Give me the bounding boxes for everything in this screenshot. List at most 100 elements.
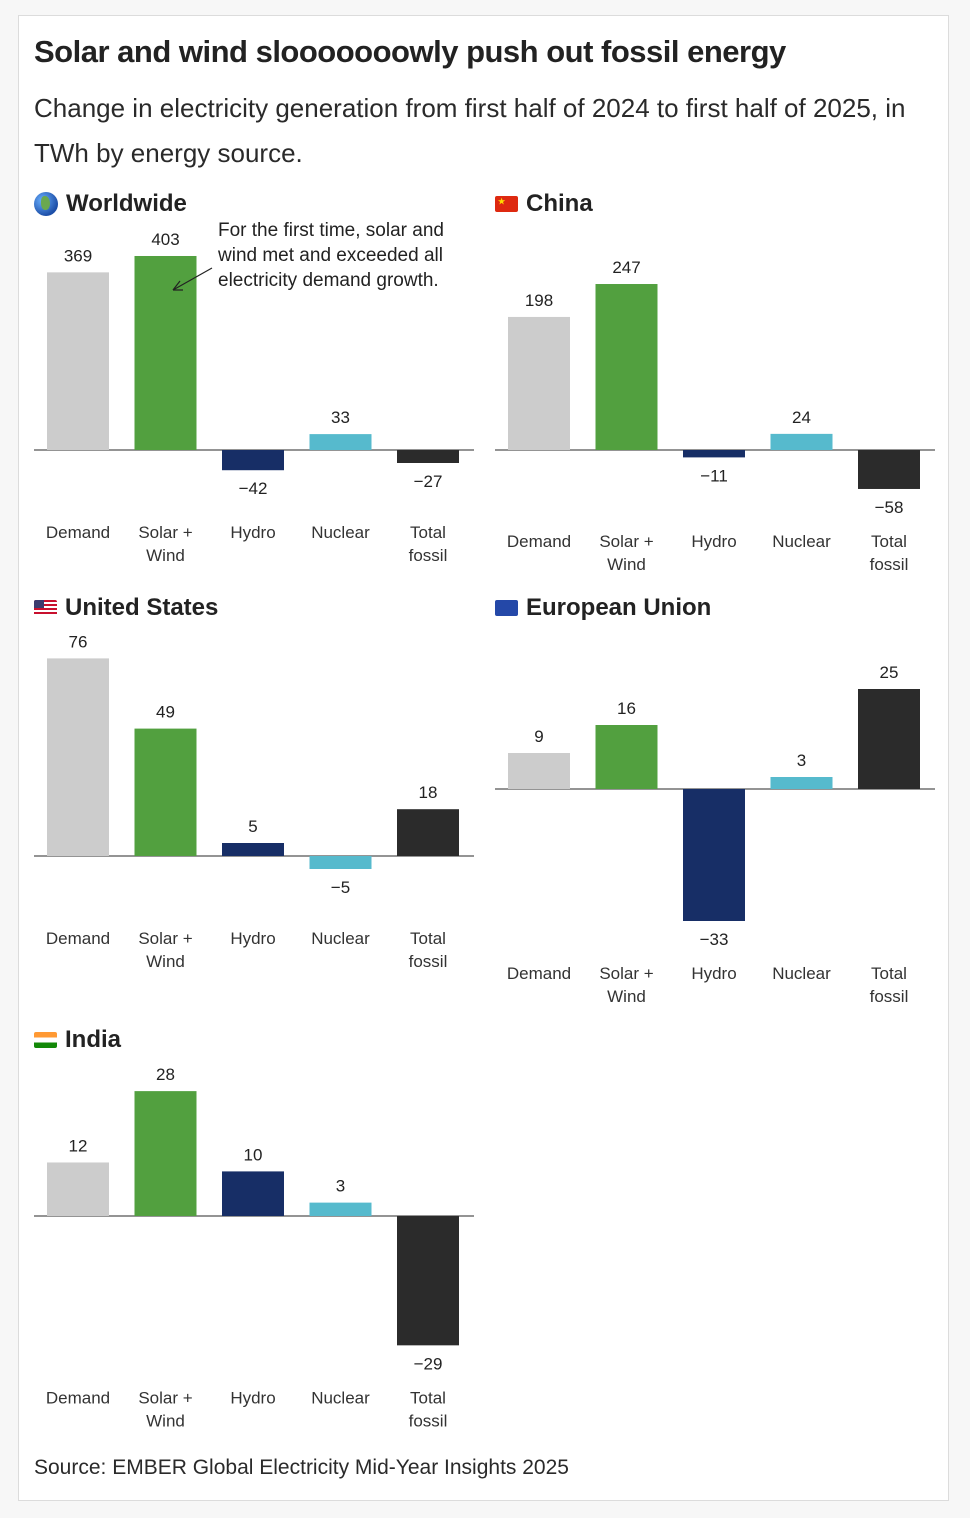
category-label-nuclear: Nuclear <box>772 532 831 551</box>
value-label-nuclear: 24 <box>792 408 811 427</box>
value-label-hydro: 5 <box>248 817 257 836</box>
category-label-total-fossil: Total fossil <box>870 964 909 1006</box>
bar-nuclear <box>309 856 372 869</box>
panel-china: ★ China 198 Demand 247 Solar + Wind −11 Hydro 2… <box>495 190 935 580</box>
bar-demand <box>47 1162 109 1216</box>
value-label-demand: 9 <box>534 727 543 746</box>
panel-title: India <box>34 1026 121 1054</box>
value-label-total-fossil: −29 <box>414 1354 443 1373</box>
bar-nuclear <box>770 433 833 450</box>
panel-title-text: Worldwide <box>66 190 187 217</box>
bar-demand <box>508 316 570 450</box>
globe-icon <box>34 192 58 216</box>
bar-demand <box>47 272 109 450</box>
bar-chart-european-union: 9 Demand 16 Solar + Wind −33 Hydro 3 Nuclear 25 To… <box>495 663 935 1006</box>
annotation-arrow <box>172 267 213 291</box>
bar-solar-wind <box>134 728 197 856</box>
source-note: Source: EMBER Global Electricity Mid-Yea… <box>34 1456 569 1479</box>
value-label-total-fossil: 18 <box>419 783 438 802</box>
panel-european-union: European Union 9 Demand 16 Solar + Wind −33 Hy… <box>495 594 935 1014</box>
category-label-hydro: Hydro <box>691 964 736 983</box>
category-label-hydro: Hydro <box>230 523 275 542</box>
value-label-demand: 12 <box>69 1136 88 1155</box>
bar-nuclear <box>309 1202 372 1216</box>
value-label-nuclear: 3 <box>336 1177 345 1196</box>
value-label-hydro: 10 <box>244 1145 263 1164</box>
bar-solar-wind <box>595 284 658 450</box>
panel-worldwide: Worldwide 369 Demand 403 Solar + Wind −42 Hydr… <box>34 190 474 580</box>
chart-subtitle: Change in electricity generation from fi… <box>34 93 906 168</box>
panel-united-states: United States 76 Demand 49 Solar + Wind 5 Hydr… <box>34 594 474 1014</box>
bar-demand <box>508 753 570 789</box>
value-label-solar-wind: 16 <box>617 699 636 718</box>
bar-nuclear <box>309 434 372 450</box>
value-label-nuclear: 33 <box>331 408 350 427</box>
bar-hydro <box>683 789 745 921</box>
category-label-total-fossil: Total fossil <box>409 523 448 565</box>
panel-title: United States <box>34 594 218 622</box>
china-flag-icon: ★ <box>495 196 518 212</box>
category-label-demand: Demand <box>46 523 110 542</box>
category-label-nuclear: Nuclear <box>311 929 370 948</box>
bar-nuclear <box>770 777 833 789</box>
bar-solar-wind <box>595 725 658 789</box>
value-label-total-fossil: 25 <box>880 663 899 682</box>
panel-title: European Union <box>495 594 711 622</box>
value-label-nuclear: 3 <box>797 751 806 770</box>
panel-title: ★ China <box>495 190 593 218</box>
bar-total-fossil <box>397 809 459 856</box>
category-label-total-fossil: Total fossil <box>409 1388 448 1430</box>
category-label-solar-wind: Solar + Wind <box>138 1388 192 1430</box>
us-flag-icon <box>34 600 57 616</box>
bar-total-fossil <box>858 689 920 789</box>
panel-title-text: European Union <box>526 594 712 621</box>
bar-chart-china: 198 Demand 247 Solar + Wind −11 Hydro 24 Nuclear… <box>495 258 935 574</box>
category-label-hydro: Hydro <box>230 1388 275 1407</box>
category-label-demand: Demand <box>507 532 571 551</box>
category-label-nuclear: Nuclear <box>311 523 370 542</box>
category-label-total-fossil: Total fossil <box>409 929 448 971</box>
value-label-solar-wind: 49 <box>156 703 175 722</box>
value-label-hydro: −42 <box>239 479 268 498</box>
value-label-nuclear: −5 <box>331 878 350 897</box>
bar-demand <box>47 658 109 856</box>
category-label-demand: Demand <box>46 1388 110 1407</box>
value-label-demand: 369 <box>64 246 92 265</box>
bar-chart-worldwide: 369 Demand 403 Solar + Wind −42 Hydro 33 Nuclear… <box>34 230 474 565</box>
value-label-total-fossil: −27 <box>414 472 443 491</box>
bar-chart-india: 12 Demand 28 Solar + Wind 10 Hydro 3 Nuclear −29 T… <box>34 1065 474 1430</box>
category-label-hydro: Hydro <box>230 929 275 948</box>
bar-total-fossil <box>397 450 459 463</box>
category-label-solar-wind: Solar + Wind <box>599 532 653 574</box>
category-label-demand: Demand <box>507 964 571 983</box>
category-label-solar-wind: Solar + Wind <box>138 929 192 971</box>
annotation-text: For the first time, solar and wind met a… <box>218 220 444 291</box>
category-label-solar-wind: Solar + Wind <box>599 964 653 1006</box>
value-label-total-fossil: −58 <box>875 498 904 517</box>
bar-hydro <box>683 450 745 458</box>
bar-hydro <box>222 843 284 856</box>
panel-title: Worldwide <box>34 190 187 218</box>
panel-title-text: India <box>65 1026 122 1053</box>
chart-title: Solar and wind slooooooowly push out fos… <box>34 34 786 69</box>
category-label-hydro: Hydro <box>691 532 736 551</box>
panel-title-text: United States <box>65 594 219 621</box>
bar-solar-wind <box>134 255 197 450</box>
bar-total-fossil <box>397 1216 459 1346</box>
bar-solar-wind <box>134 1091 197 1216</box>
value-label-solar-wind: 28 <box>156 1065 175 1084</box>
india-flag-icon <box>34 1032 57 1048</box>
category-label-nuclear: Nuclear <box>311 1388 370 1407</box>
eu-flag-icon <box>495 600 518 616</box>
bar-hydro <box>222 1171 284 1216</box>
category-label-demand: Demand <box>46 929 110 948</box>
category-label-solar-wind: Solar + Wind <box>138 523 192 565</box>
category-label-nuclear: Nuclear <box>772 964 831 983</box>
value-label-demand: 198 <box>525 291 553 310</box>
panel-title-text: China <box>526 190 593 217</box>
bar-chart-united-states: 76 Demand 49 Solar + Wind 5 Hydro −5 Nuclear 18 To… <box>34 632 474 971</box>
value-label-hydro: −11 <box>700 466 728 485</box>
bar-total-fossil <box>858 450 920 489</box>
bar-hydro <box>222 450 284 471</box>
annotation-arrowhead <box>172 280 183 291</box>
